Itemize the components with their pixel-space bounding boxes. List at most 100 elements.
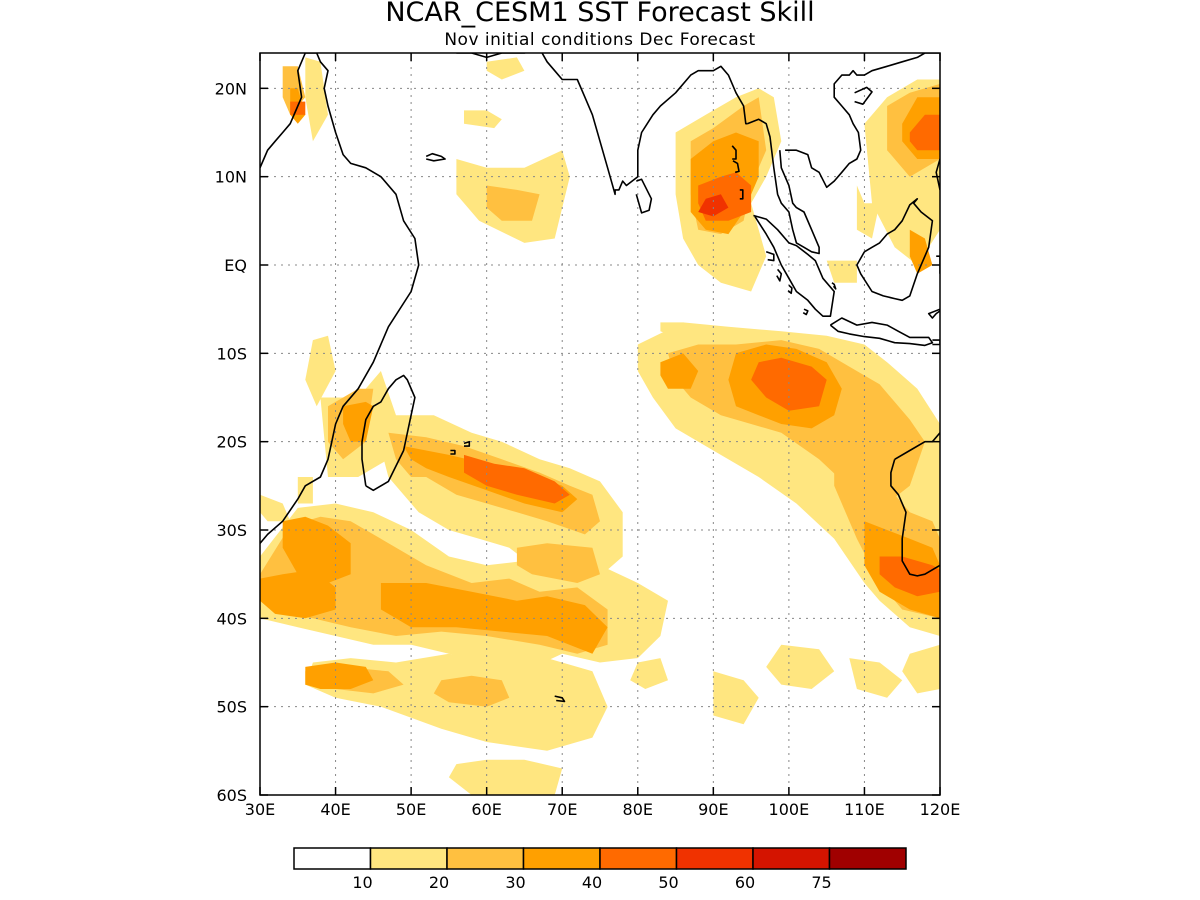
chart-title: NCAR_CESM1 SST Forecast Skill [385, 0, 814, 28]
x-tick-label: 30E [245, 800, 275, 819]
coastline [936, 255, 940, 274]
coastline [554, 695, 566, 703]
skill-region [826, 260, 857, 283]
colorbar-label: 50 [658, 873, 678, 892]
coastline [776, 268, 783, 282]
skill-region [660, 353, 699, 389]
coastline [463, 440, 471, 447]
coastline [456, 53, 748, 196]
coastline [450, 449, 456, 455]
skill-region [464, 110, 502, 129]
skill-region [290, 101, 306, 115]
coastline [425, 152, 446, 162]
skill-region [879, 556, 940, 597]
skill-region [902, 644, 940, 694]
coastline [927, 308, 940, 319]
coastline [935, 158, 940, 191]
coastline [739, 189, 744, 200]
skill-region [751, 357, 827, 411]
y-tick-label: 50S [216, 698, 247, 717]
y-tick-label: EQ [224, 256, 247, 275]
coastline [787, 284, 793, 295]
y-tick-label: 20N [215, 79, 247, 98]
map-frame [259, 52, 941, 796]
colorbar-label: 40 [582, 873, 602, 892]
skill-region [486, 57, 525, 80]
skill-region [486, 185, 540, 221]
y-tick-label: 30S [216, 521, 247, 540]
skill-region [909, 229, 933, 274]
coastline [802, 308, 809, 316]
coastline [856, 198, 934, 302]
plot-area [259, 52, 941, 796]
colorbar-swatch [599, 847, 678, 870]
coastline [732, 160, 740, 174]
coastline [854, 86, 873, 105]
colorbar-label: 30 [505, 873, 525, 892]
skill-region [660, 322, 699, 341]
skill-region [297, 477, 313, 504]
coastline [361, 374, 416, 492]
x-tick-label: 80E [623, 800, 653, 819]
coastline [890, 459, 940, 577]
colorbar-swatch [828, 847, 907, 870]
skill-shading-layer [260, 57, 940, 795]
colorbar-label: 60 [735, 873, 755, 892]
skill-region [856, 185, 880, 239]
chart-subtitle: Nov initial conditions Dec Forecast [444, 30, 755, 50]
coastline [765, 251, 775, 262]
coastline [731, 145, 737, 160]
x-tick-label: 120E [920, 800, 961, 819]
coastline [932, 339, 940, 346]
colorbar-swatch [752, 847, 831, 870]
skill-region [516, 543, 600, 583]
skill-region [909, 114, 940, 151]
coastline [260, 53, 420, 544]
coastlines [260, 53, 940, 703]
colorbar-swatch [446, 847, 525, 870]
latitude-axis: 20N 10N EQ 10S 20S 30S 40S 50S 60S [215, 79, 940, 805]
skill-region [464, 454, 570, 504]
y-tick-label: 60S [216, 786, 247, 805]
skill-region [343, 401, 374, 442]
coastline [747, 118, 820, 255]
skill-region [849, 658, 903, 698]
skill-region [260, 494, 291, 522]
longitude-axis: 30E 40E 50E 60E 70E 80E 90E 100E 110E 120E [245, 53, 961, 819]
colorbar-swatch [522, 847, 601, 870]
skill-region [766, 644, 835, 689]
skill-region [433, 675, 510, 707]
skill-region [380, 583, 608, 654]
coastline [829, 317, 934, 347]
colorbar-label: 10 [352, 873, 372, 892]
coastline [785, 53, 940, 189]
x-tick-label: 40E [320, 800, 350, 819]
colorbar-swatch [369, 847, 448, 870]
x-tick-label: 70E [547, 800, 577, 819]
coastline [894, 432, 940, 460]
skill-region [698, 194, 729, 217]
x-tick-label: 110E [844, 800, 885, 819]
colorbar-swatch [293, 847, 372, 870]
y-tick-label: 40S [216, 609, 247, 628]
colorbar-legend: 10 20 30 40 50 60 75 [293, 847, 907, 892]
skill-region [713, 671, 759, 725]
x-tick-label: 100E [769, 800, 810, 819]
skill-region [448, 759, 563, 795]
skill-region [260, 569, 336, 619]
skill-region [305, 662, 374, 689]
coastline [831, 282, 837, 290]
y-tick-label: 10S [216, 344, 247, 363]
colorbar-label: 75 [811, 873, 831, 892]
x-tick-label: 60E [471, 800, 501, 819]
skill-region [305, 335, 336, 407]
coastline [635, 178, 653, 214]
y-tick-label: 10N [215, 168, 247, 187]
x-tick-label: 50E [396, 800, 426, 819]
skill-region [305, 57, 328, 142]
skill-region [630, 658, 668, 689]
x-tick-label: 90E [698, 800, 728, 819]
skill-region [282, 516, 351, 583]
colorbar-swatch [675, 847, 754, 870]
